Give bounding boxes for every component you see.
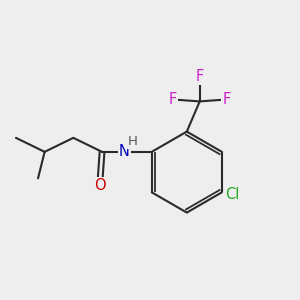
Text: H: H [128,135,138,148]
Text: F: F [169,92,177,107]
Text: F: F [196,69,204,84]
Text: N: N [119,144,130,159]
Text: Cl: Cl [225,187,239,202]
Text: F: F [222,92,231,107]
Text: O: O [94,178,105,193]
